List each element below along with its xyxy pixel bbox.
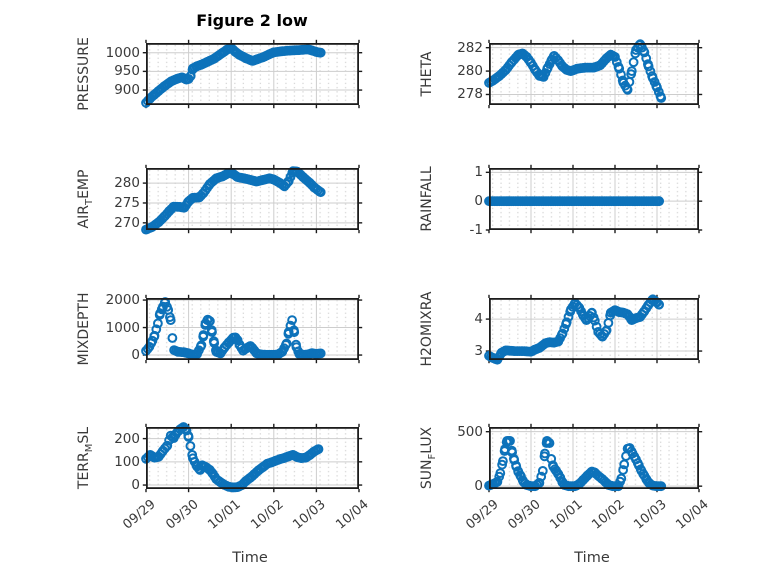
subplot-rainfall <box>484 164 703 234</box>
axes-box <box>488 297 699 361</box>
subplot-air-temp <box>141 164 363 235</box>
subplot-theta <box>484 39 703 109</box>
y-tick-label-terr-msl-1: 100 <box>114 453 140 470</box>
y-tick-label-terr-msl-0: 0 <box>131 477 140 494</box>
plot-area-h2omixra <box>484 294 703 365</box>
y-tick-label-theta-0: 278 <box>457 86 483 103</box>
plot-area-rainfall <box>484 164 703 234</box>
y-tick-label-mixdepth-0: 0 <box>131 347 140 364</box>
x-axis-label-right: Time <box>574 550 610 566</box>
y-tick-label-air-temp-0: 270 <box>114 214 140 231</box>
y-tick-label-air-temp-2: 280 <box>114 175 140 192</box>
y-tick-label-h2omixra-0: 3 <box>474 343 483 360</box>
axes-box <box>145 297 359 361</box>
y-tick-label-sun-flux-0: 0 <box>474 478 483 495</box>
y-tick-label-mixdepth-2: 2000 <box>105 292 140 309</box>
y-tick-label-mixdepth-1: 1000 <box>105 319 140 336</box>
subplot-sun-flux <box>484 423 703 493</box>
y-tick-label-theta-1: 280 <box>457 63 483 80</box>
plot-area-sun-flux <box>484 423 703 493</box>
y-tick-label-pressure-0: 900 <box>114 82 140 99</box>
y-axis-label-mixdepth: MIXDEPTH <box>76 292 92 366</box>
axes-box <box>488 426 699 490</box>
subplot-mixdepth <box>141 294 363 364</box>
plot-area-air-temp <box>141 164 363 235</box>
data-markers-rainfall <box>484 196 665 207</box>
y-tick-label-theta-2: 282 <box>457 39 483 56</box>
plot-area-theta <box>484 39 703 109</box>
y-axis-label-pressure: PRESSURE <box>76 37 92 111</box>
y-axis-label-rainfall: RAINFALL <box>419 166 435 232</box>
y-tick-label-rainfall-0: -1 <box>469 222 483 238</box>
y-axis-label-sun-flux: SUNFLUX <box>419 426 438 490</box>
data-markers-h2omixra <box>484 294 665 365</box>
y-tick-label-pressure-2: 1000 <box>105 44 140 61</box>
y-axis-label-terr-msl: TERRMSL <box>76 426 95 490</box>
axes-box <box>145 426 359 490</box>
y-tick-label-terr-msl-2: 200 <box>114 430 140 447</box>
y-tick-label-h2omixra-1: 4 <box>474 311 483 328</box>
plot-area-terr-msl <box>141 422 363 493</box>
axes-box <box>488 167 699 231</box>
axes-box <box>145 42 359 106</box>
x-axis-label-left: Time <box>232 550 268 566</box>
y-tick-label-air-temp-1: 275 <box>114 194 140 211</box>
y-axis-label-h2omixra: H2OMIXRA <box>419 291 435 367</box>
data-markers-sun-flux <box>484 436 667 492</box>
y-tick-label-pressure-1: 950 <box>114 63 140 80</box>
data-markers-mixdepth <box>141 297 326 360</box>
subplot-pressure <box>141 39 363 109</box>
axes-box <box>145 167 359 231</box>
axes-box <box>488 42 699 106</box>
figure-title: Figure 2 low <box>196 11 308 30</box>
plot-area-mixdepth <box>141 294 363 364</box>
y-tick-label-sun-flux-1: 500 <box>457 423 483 440</box>
y-axis-label-theta: THETA <box>419 51 435 97</box>
y-tick-label-rainfall-2: 1 <box>474 164 483 181</box>
y-tick-label-rainfall-1: 0 <box>474 193 483 210</box>
y-axis-label-air-temp: AIRTEMP <box>76 169 95 229</box>
plot-area-pressure <box>141 39 363 109</box>
subplot-terr-msl <box>141 422 363 493</box>
data-markers-pressure <box>141 43 326 108</box>
subplot-h2omixra <box>484 294 703 365</box>
